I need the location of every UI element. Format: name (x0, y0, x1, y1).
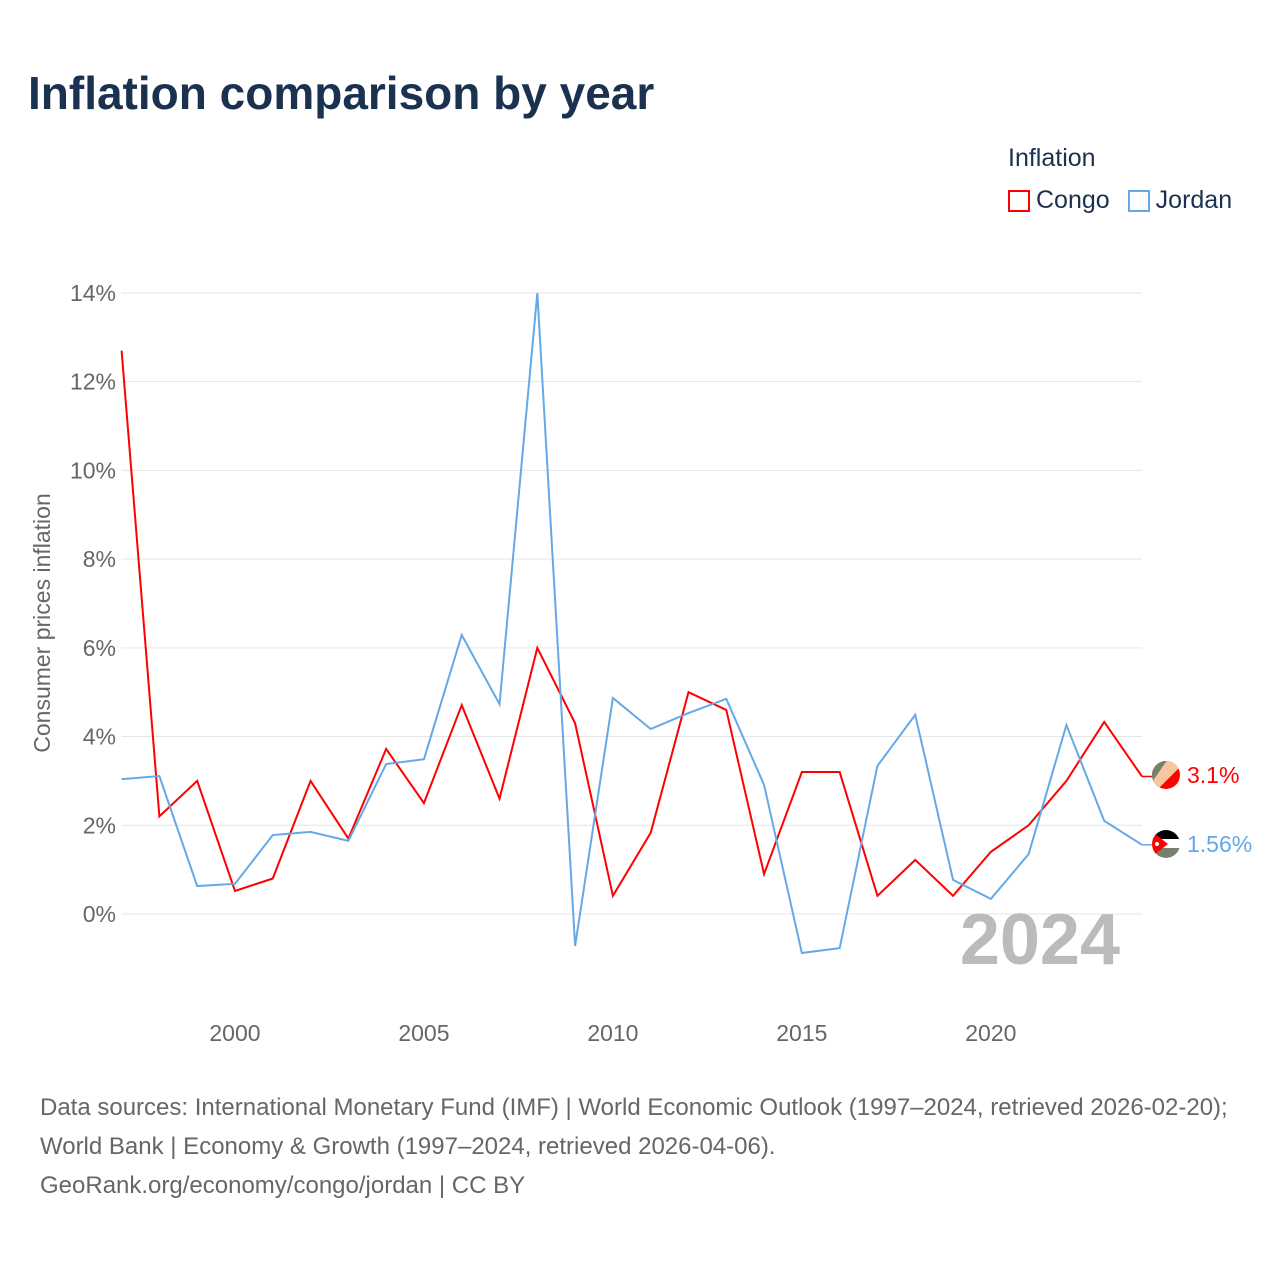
x-tick-label: 2010 (587, 1020, 638, 1046)
y-tick-label: 2% (83, 812, 116, 838)
y-tick-label: 6% (83, 635, 116, 661)
series-line-congo[interactable] (120, 350, 1143, 899)
y-tick-label: 12% (70, 369, 116, 395)
y-tick-label: 0% (83, 901, 116, 927)
y-tick-label: 10% (70, 457, 116, 483)
legend-item-jordan[interactable]: Jordan (1127, 186, 1233, 215)
congo-end-label: 3.1% (1187, 762, 1239, 788)
year-watermark: 2024 (960, 900, 1120, 980)
legend: Congo Jordan (1008, 186, 1232, 215)
congo-flag-icon (1152, 761, 1180, 789)
y-tick-label: 14% (70, 280, 116, 306)
attribution-link[interactable]: GeoRank.org/economy/congo/jordan | CC BY (40, 1172, 526, 1199)
series-line-jordan[interactable] (121, 292, 1143, 955)
x-tick-label: 2020 (965, 1020, 1016, 1046)
x-tick-label: 2015 (776, 1020, 827, 1046)
chart-title: Inflation comparison by year (28, 67, 655, 119)
legend-label: Jordan (1155, 186, 1233, 214)
legend-item-congo[interactable]: Congo (1008, 186, 1110, 215)
legend-swatch-congo (1008, 189, 1030, 212)
x-tick-label: 2000 (209, 1020, 260, 1046)
x-tick-label: 2005 (398, 1020, 449, 1046)
y-tick-label: 8% (83, 546, 116, 572)
jordan-flag-icon (1152, 830, 1180, 858)
y-axis-label: Consumer prices inflation (29, 493, 55, 753)
legend-label: Congo (1036, 186, 1110, 214)
legend-title: Inflation (1008, 144, 1096, 172)
jordan-end-label: 1.56% (1187, 831, 1252, 857)
y-tick-label: 4% (83, 724, 116, 750)
footer: Data sources: International Monetary Fun… (40, 1088, 1250, 1205)
data-sources: Data sources: International Monetary Fun… (40, 1094, 1228, 1160)
legend-swatch-jordan (1127, 189, 1150, 212)
